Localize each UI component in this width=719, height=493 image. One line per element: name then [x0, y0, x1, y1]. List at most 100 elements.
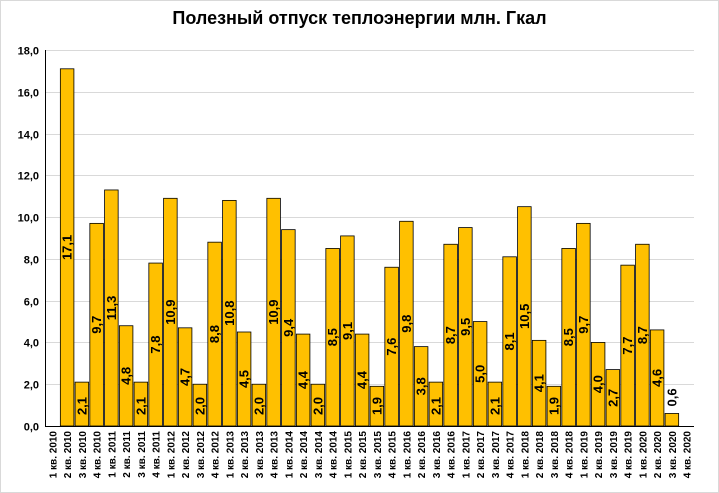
data-label: 2,0	[251, 397, 266, 415]
x-tick-label: 2 кв. 2013	[240, 431, 251, 479]
y-tick-label: 18,0	[18, 46, 39, 58]
data-label: 10,8	[222, 301, 237, 326]
x-tick-label: 1 кв. 2017	[461, 431, 472, 479]
data-label: 0,6	[664, 388, 679, 406]
x-tick-label: 2 кв. 2017	[476, 431, 487, 479]
x-tick-label: 1 кв. 2014	[284, 431, 295, 479]
x-tick-label: 1 кв. 2020	[638, 431, 649, 479]
data-label: 10,9	[266, 299, 281, 324]
y-tick-label: 0,0	[24, 422, 39, 434]
data-label: 11,3	[104, 296, 119, 321]
x-tick-label: 2 кв. 2014	[299, 431, 310, 479]
x-tick-label: 2 кв. 2011	[122, 431, 133, 478]
data-label: 4,8	[119, 367, 134, 385]
x-tick-label: 1 кв. 2019	[579, 431, 590, 479]
data-label: 9,5	[458, 318, 473, 336]
bars	[59, 68, 680, 427]
x-tick-label: 2 кв. 2020	[653, 431, 664, 479]
data-label: 4,7	[178, 368, 193, 386]
data-label: 5,0	[473, 365, 488, 383]
x-tick-label: 4 кв. 2010	[93, 431, 104, 479]
x-tick-label: 1 кв. 2010	[48, 431, 59, 479]
data-label: 9,7	[89, 316, 104, 334]
data-labels: 17,12,19,711,34,82,17,810,94,72,08,810,8…	[60, 235, 680, 415]
x-tick-label: 4 кв. 2016	[447, 431, 458, 479]
data-label: 8,1	[502, 332, 517, 350]
x-tick-label: 4 кв. 2011	[152, 431, 163, 478]
x-tick-label: 3 кв. 2011	[137, 431, 148, 478]
x-tick-label: 4 кв. 2015	[388, 431, 399, 479]
y-tick-label: 2,0	[24, 380, 39, 392]
x-tick-label: 4 кв. 2018	[565, 431, 576, 479]
y-tick-label: 10,0	[18, 213, 39, 225]
data-label: 2,7	[605, 389, 620, 407]
y-tick-label: 16,0	[18, 88, 39, 100]
chart-title: Полезный отпуск теплоэнергии млн. Гкал	[172, 8, 547, 28]
x-tick-label: 1 кв. 2012	[166, 431, 177, 479]
x-tick-label: 3 кв. 2014	[314, 431, 325, 479]
x-tick-label: 2 кв. 2018	[535, 431, 546, 479]
data-label: 1,9	[546, 397, 561, 415]
x-tick-label: 2 кв. 2010	[63, 431, 74, 479]
x-tick-label: 2 кв. 2015	[358, 431, 369, 479]
x-tick-label: 4 кв. 2017	[506, 431, 517, 479]
data-label: 2,1	[487, 397, 502, 415]
y-tick-label: 4,0	[24, 338, 39, 350]
x-tick-label: 3 кв. 2013	[255, 431, 266, 479]
data-label: 7,7	[620, 337, 635, 355]
y-tick-label: 6,0	[24, 297, 39, 309]
data-label: 9,4	[281, 318, 296, 337]
data-label: 8,7	[443, 326, 458, 344]
y-tick-label: 8,0	[24, 255, 39, 267]
data-label: 2,1	[428, 397, 443, 415]
x-tick-label: 4 кв. 2013	[270, 431, 281, 479]
x-tick-label: 4 кв. 2020	[683, 431, 694, 479]
data-label: 17,1	[60, 235, 75, 260]
x-tick-label: 4 кв. 2014	[329, 431, 340, 479]
y-tick-label: 14,0	[18, 130, 39, 142]
x-tick-label: 3 кв. 2019	[609, 431, 620, 479]
data-label: 2,1	[74, 397, 89, 415]
x-tick-label: 1 кв. 2013	[225, 431, 236, 479]
x-tick-label: 3 кв. 2017	[491, 431, 502, 479]
x-tick-label: 2 кв. 2019	[594, 431, 605, 479]
data-label: 2,1	[133, 397, 148, 415]
data-label: 8,8	[207, 325, 222, 343]
data-label: 4,1	[532, 374, 547, 392]
data-label: 9,8	[399, 315, 414, 333]
x-tick-label: 4 кв. 2012	[211, 431, 222, 479]
bar	[664, 413, 680, 427]
x-tick-label: 3 кв. 2015	[373, 431, 384, 479]
data-label: 4,4	[296, 370, 311, 389]
data-label: 10,5	[517, 304, 532, 329]
data-label: 8,5	[561, 328, 576, 346]
data-label: 4,6	[650, 369, 665, 387]
data-label: 4,4	[355, 370, 370, 389]
data-label: 1,9	[369, 397, 384, 415]
data-label: 2,0	[192, 397, 207, 415]
data-label: 8,5	[325, 328, 340, 346]
data-label: 10,9	[163, 299, 178, 324]
x-tick-label: 3 кв. 2020	[668, 431, 679, 479]
x-tick-label: 4 кв. 2019	[624, 431, 635, 479]
data-label: 3,8	[414, 377, 429, 395]
x-tick-label: 3 кв. 2010	[78, 431, 89, 479]
data-label: 8,7	[635, 326, 650, 344]
data-label: 7,8	[148, 335, 163, 353]
x-tick-label: 1 кв. 2016	[402, 431, 413, 479]
x-tick-label: 2 кв. 2016	[417, 431, 428, 479]
x-tick-label: 1 кв. 2015	[343, 431, 354, 479]
x-tick-label: 1 кв. 2018	[520, 431, 531, 479]
axes: 0,0 2,0 4,0 6,0 8,0 10,0 12,0 14,0 16,0 18,0 1 кв.…	[18, 46, 694, 479]
data-label: 4,0	[591, 375, 606, 393]
data-label: 9,7	[576, 316, 591, 334]
data-label: 9,1	[340, 322, 355, 340]
x-tick-label: 3 кв. 2016	[432, 431, 443, 479]
x-tick-label: 1 кв. 2011	[107, 431, 118, 478]
y-tick-label: 12,0	[18, 171, 39, 183]
x-tick-label: 2 кв. 2012	[181, 431, 192, 479]
x-tick-label: 3 кв. 2012	[196, 431, 207, 479]
data-label: 2,0	[310, 397, 325, 415]
x-tick-label: 3 кв. 2018	[550, 431, 561, 479]
